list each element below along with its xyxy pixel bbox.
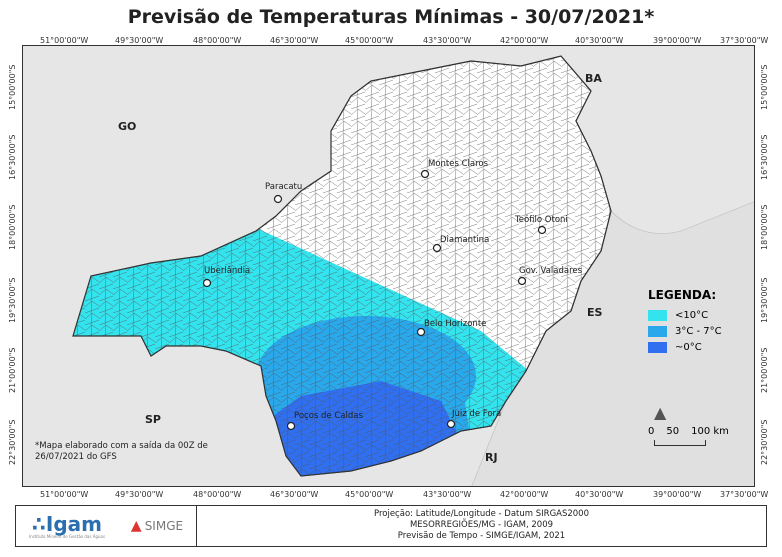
longitude-tick: 49°30'00"W	[115, 36, 164, 45]
city-label: Teófilo Otoni	[515, 215, 568, 225]
longitude-tick: 43°30'00"W	[423, 490, 472, 499]
north-arrow-icon: ▲	[654, 403, 667, 422]
longitude-tick: 46°30'00"W	[270, 36, 319, 45]
longitude-tick: 48°00'00"W	[193, 36, 242, 45]
latitude-tick: 22°30'00"S	[760, 419, 769, 466]
map-title: Previsão de Temperaturas Mínimas - 30/07…	[127, 6, 655, 28]
state-label: SP	[145, 413, 161, 426]
legend-swatch	[648, 326, 667, 337]
city-label: Juiz de Fora	[452, 409, 502, 419]
city-label: Gov. Valadares	[519, 266, 583, 276]
longitude-tick: 49°30'00"W	[115, 490, 164, 499]
longitude-tick: 40°30'00"W	[575, 490, 624, 499]
legend-title: LEGENDA:	[648, 288, 717, 302]
city-marker[interactable]	[517, 276, 527, 286]
longitude-tick: 48°00'00"W	[193, 490, 242, 499]
longitude-tick: 37°30'00"W	[720, 36, 769, 45]
longitude-tick: 51°00'00"W	[40, 490, 89, 499]
igam-logo: ∴Igam Instituto Mineiro de Gestão das Ág…	[28, 511, 106, 539]
legend-label: 3°C - 7°C	[675, 326, 722, 337]
longitude-tick: 39°00'00"W	[653, 490, 702, 499]
city-label: Paracatu	[265, 182, 303, 192]
state-label: BA	[585, 72, 602, 85]
city-label: Montes Claros	[428, 159, 489, 169]
legend: LEGENDA: <10°C 3°C - 7°C ~0°C ▲ 0 50 100 k…	[648, 288, 743, 446]
latitude-tick: 15°00'00"S	[8, 64, 17, 111]
scale-label: 0	[648, 426, 655, 437]
footer: ∴Igam Instituto Mineiro de Gestão das Ág…	[15, 505, 767, 547]
longitude-tick: 42°00'00"W	[500, 490, 549, 499]
map-note: *Mapa elaborado com a saída da 00Z de 26…	[35, 441, 208, 462]
city-label: Poços de Caldas	[294, 411, 363, 421]
city-marker[interactable]	[286, 421, 296, 431]
latitude-tick: 18°00'00"S	[8, 204, 17, 251]
latitude-tick: 19°30'00"S	[8, 277, 17, 324]
legend-label: <10°C	[675, 310, 709, 321]
longitude-tick: 40°30'00"W	[575, 36, 624, 45]
map-frame[interactable]	[22, 45, 755, 487]
longitude-tick: 46°30'00"W	[270, 490, 319, 499]
longitude-tick: 45°00'00"W	[345, 490, 394, 499]
longitude-tick: 45°00'00"W	[345, 36, 394, 45]
city-marker[interactable]	[537, 225, 547, 235]
latitude-tick: 21°00'00"S	[8, 347, 17, 394]
city-label: Belo Horizonte	[424, 319, 487, 329]
state-label: GO	[118, 120, 137, 133]
scale-label: 50	[666, 426, 680, 437]
latitude-tick: 16°30'00"S	[8, 134, 17, 181]
scale-bar: 0 50 100 km	[648, 426, 743, 437]
simge-logo: ▲ SIMGE	[130, 518, 184, 534]
city-marker[interactable]	[432, 243, 442, 253]
legend-label: ~0°C	[675, 342, 702, 353]
map-canvas	[23, 46, 754, 486]
city-marker[interactable]	[416, 327, 426, 337]
latitude-tick: 16°30'00"S	[760, 134, 769, 181]
longitude-tick: 37°30'00"W	[720, 490, 769, 499]
latitude-tick: 19°30'00"S	[760, 277, 769, 324]
latitude-tick: 22°30'00"S	[8, 419, 17, 466]
legend-swatch	[648, 310, 667, 321]
longitude-tick: 39°00'00"W	[653, 36, 702, 45]
city-label: Diamantina	[440, 235, 490, 245]
latitude-tick: 18°00'00"S	[760, 204, 769, 251]
longitude-tick: 51°00'00"W	[40, 36, 89, 45]
legend-swatch	[648, 342, 667, 353]
longitude-tick: 42°00'00"W	[500, 36, 549, 45]
city-marker[interactable]	[202, 278, 212, 288]
longitude-tick: 43°30'00"W	[423, 36, 472, 45]
city-marker[interactable]	[420, 169, 430, 179]
state-label: RJ	[485, 451, 498, 464]
state-label: ES	[587, 306, 603, 319]
footer-credits: Projeção: Latitude/Longitude - Datum SIR…	[373, 509, 589, 541]
city-label: Uberlândia	[204, 266, 251, 276]
city-marker[interactable]	[446, 419, 456, 429]
legend-item: ~0°C	[648, 342, 743, 353]
legend-item: 3°C - 7°C	[648, 326, 743, 337]
latitude-tick: 21°00'00"S	[760, 347, 769, 394]
latitude-tick: 15°00'00"S	[760, 64, 769, 111]
scale-label: 100 km	[691, 426, 729, 437]
city-marker[interactable]	[273, 194, 283, 204]
legend-item: <10°C	[648, 310, 743, 321]
